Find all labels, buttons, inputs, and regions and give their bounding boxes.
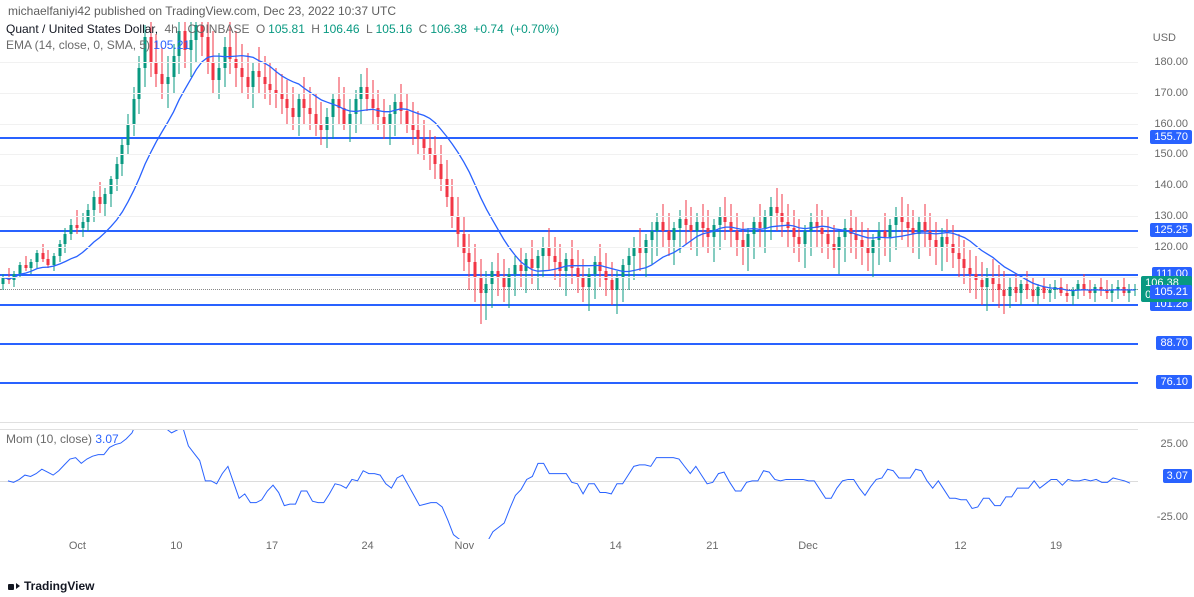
hline-price-label: 155.70 [1150,130,1192,144]
x-tick-label: Nov [455,540,475,552]
x-tick-label: 19 [1050,540,1062,552]
y-tick-label: 120.00 [1154,241,1188,253]
symbol-timeframe: 4h, [164,22,181,36]
momentum-legend[interactable]: Mom (10, close) 3.07 [6,432,119,446]
y-tick-label: 180.00 [1154,56,1188,68]
y-tick-label: 160.00 [1154,118,1188,130]
ohlc-c-label: C [419,22,428,36]
x-tick-label: Oct [69,540,86,552]
pane-separator[interactable] [0,422,1194,429]
price-pane[interactable]: Quant / United States Dollar, 4h, COINBA… [0,22,1138,422]
mom-value: 3.07 [95,432,118,446]
tradingview-logo[interactable]: TradingView [8,579,94,593]
ohlc-l-label: L [366,22,373,36]
y-tick-label: 130.00 [1154,210,1188,222]
ohlc-o: 105.81 [268,22,305,36]
ohlc-chg: +0.74 [473,22,503,36]
publish-info: michaelfaniyi42 published on TradingView… [8,4,396,18]
ema-price-label: 105.21 [1150,285,1192,299]
hline-price-label: 88.70 [1156,336,1192,350]
symbol-exchange: COINBASE [187,22,249,36]
mom-label: Mom (10, close) [6,432,92,446]
momentum-pane[interactable]: Mom (10, close) 3.07 [0,429,1138,539]
mom-tick-label: -25.00 [1157,511,1188,523]
hline-price-label: 125.25 [1150,223,1192,237]
symbol-legend[interactable]: Quant / United States Dollar, 4h, COINBA… [6,22,562,36]
x-tick-label: 17 [266,540,278,552]
x-tick-label: 10 [170,540,182,552]
x-tick-label: Dec [798,540,818,552]
ohlc-l: 105.16 [376,22,413,36]
tv-logo-text: TradingView [24,579,94,593]
ohlc-pct: (+0.70%) [510,22,559,36]
tv-icon-tri [16,583,20,589]
hline-price-label: 76.10 [1156,375,1192,389]
tv-icon-box [8,584,14,590]
chart-root: michaelfaniyi42 published on TradingView… [0,0,1194,597]
y-tick-label: 170.00 [1154,87,1188,99]
x-tick-label: 14 [610,540,622,552]
ema-legend[interactable]: EMA (14, close, 0, SMA, 5) 105.21 [6,38,190,52]
x-tick-label: 21 [706,540,718,552]
ohlc-o-label: O [256,22,265,36]
x-axis[interactable]: Oct 10 17 24 Nov 14 21 Dec 12 19 [0,540,1194,558]
ohlc-c: 106.38 [430,22,467,36]
ema-value: 105.21 [153,38,190,52]
symbol-title: Quant / United States Dollar, [6,22,158,36]
y-axis[interactable]: 180.00 170.00 160.00 150.00 140.00 130.00 120.… [1138,22,1194,568]
ema-label: EMA (14, close, 0, SMA, 5) [6,38,150,52]
chart-area[interactable]: USD Quant / United States Dollar, 4h, CO… [0,22,1194,568]
mom-tick-label: 25.00 [1160,438,1188,450]
ohlc-h-label: H [311,22,320,36]
ohlc-h: 106.46 [323,22,360,36]
x-tick-label: 12 [954,540,966,552]
x-tick-label: 24 [361,540,373,552]
y-tick-label: 150.00 [1154,148,1188,160]
mom-value-label: 3.07 [1163,469,1192,483]
momentum-line [0,430,1138,539]
y-tick-label: 140.00 [1154,179,1188,191]
